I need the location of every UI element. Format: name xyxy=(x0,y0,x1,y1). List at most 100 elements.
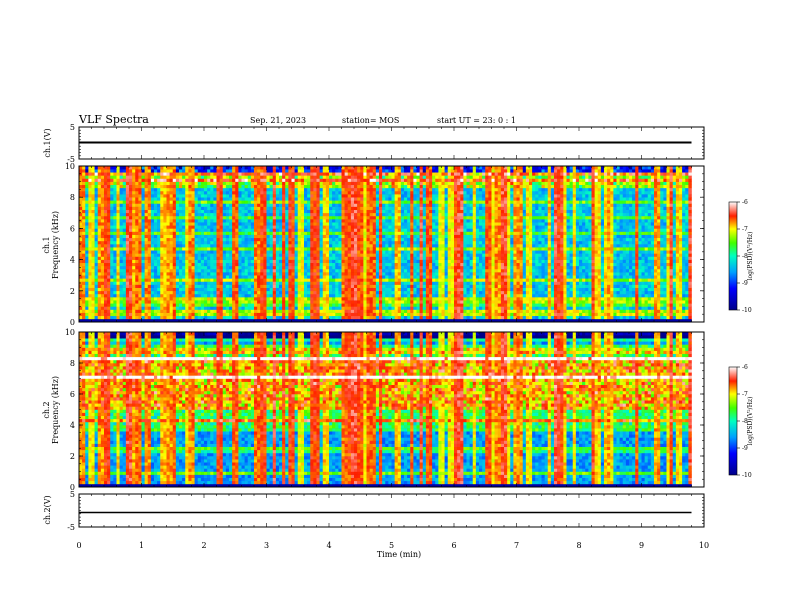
ch1-spectrogram-cell xyxy=(104,219,108,223)
ch1-spectrogram-cell xyxy=(135,231,139,235)
ch1-spectrogram-cell xyxy=(191,262,195,267)
ch1-spectrogram-cell xyxy=(379,262,383,267)
ch1-spectrogram-cell xyxy=(354,206,358,210)
ch1-spectrogram-cell xyxy=(360,315,364,320)
ch1-spectrogram-cell xyxy=(329,244,333,248)
ch1-spectrogram-cell xyxy=(141,215,145,220)
ch1-spectrogram-cell xyxy=(319,250,324,254)
ch1-spectrogram-cell xyxy=(166,181,170,186)
ch1-spectrogram-cell xyxy=(154,175,158,179)
ch1-spectrogram-cell xyxy=(319,175,324,179)
ch1-spectrogram-cell xyxy=(147,234,152,239)
ch1-spectrogram-cell xyxy=(88,175,92,179)
ch1-spectrogram-cell xyxy=(250,219,255,223)
ch1-spectrogram-cell xyxy=(257,315,261,320)
ch1-spectrogram-cell xyxy=(266,200,270,204)
ch1-spectrogram-cell xyxy=(338,309,342,313)
ch1-spectrogram-cell xyxy=(107,281,111,285)
ch1-spectrogram-cell xyxy=(363,290,367,295)
ch1-spectrogram-cell xyxy=(360,290,364,295)
ch1-spectrogram-cell xyxy=(97,178,102,182)
ch1-spectrogram-cell xyxy=(185,228,189,232)
ch1-spectrogram-cell xyxy=(85,175,89,179)
ch1-spectrogram-cell xyxy=(141,312,145,317)
ch1-spectrogram-cell xyxy=(300,197,305,201)
ch1-spectrogram-cell xyxy=(341,231,345,235)
ch1-spectrogram-cell xyxy=(188,318,192,323)
ch1-spectrogram-cell xyxy=(188,256,192,260)
ch1-spectrogram-cell xyxy=(316,247,320,251)
ch1-spectrogram-cell xyxy=(272,187,277,192)
ch1-spectrogram-cell xyxy=(316,219,320,223)
ch1-spectrogram-cell xyxy=(194,244,199,248)
ch1-spectrogram-cell xyxy=(179,253,183,257)
ch1-spectrogram-cell xyxy=(129,169,133,173)
ch1-spectrogram-cell xyxy=(375,287,380,292)
ch1-spectrogram-cell xyxy=(119,231,124,235)
ch1-spectrogram-cell xyxy=(94,187,99,192)
ch1-spectrogram-cell xyxy=(279,284,283,288)
ch1-spectrogram-cell xyxy=(210,318,214,323)
ch1-spectrogram-cell xyxy=(369,234,374,239)
ch1-spectrogram-cell xyxy=(179,290,183,295)
ch1-spectrogram-cell xyxy=(132,244,136,248)
ch1-spectrogram-cell xyxy=(135,293,139,298)
ch1-spectrogram-cell xyxy=(232,309,236,313)
ch1-spectrogram-cell xyxy=(88,272,92,276)
ch1-spectrogram-cell xyxy=(229,312,233,317)
ch1-spectrogram-cell xyxy=(235,212,239,217)
ch1-spectrogram-cell xyxy=(166,203,170,207)
ch1-spectrogram-cell xyxy=(279,222,283,226)
ch1-spectrogram-cell xyxy=(85,290,89,295)
ch1-spectrogram-cell xyxy=(307,300,311,304)
ch1-spectrogram-cell xyxy=(85,181,89,186)
ch1-spectrogram-cell xyxy=(332,281,336,285)
ch1-spectrogram-cell xyxy=(279,215,283,220)
ch1-spectrogram-cell xyxy=(94,293,99,298)
ch1-spectrogram-cell xyxy=(310,293,314,298)
ch1-spectrogram-cell xyxy=(157,262,161,267)
ch1-spectrogram-cell xyxy=(369,278,374,282)
ch1-spectrogram-cell xyxy=(263,194,267,198)
ch1-spectrogram-cell xyxy=(279,278,283,282)
ch1-spectrogram-cell xyxy=(279,231,283,235)
ch1-spectrogram-cell xyxy=(354,225,358,229)
ch1-spectrogram-cell xyxy=(235,290,239,295)
ch1-spectrogram-cell xyxy=(150,278,155,282)
ch1-spectrogram-cell xyxy=(97,184,102,189)
ch1-spectrogram-cell xyxy=(135,212,139,217)
ch1-spectrogram-cell xyxy=(316,206,320,210)
ch1-spectrogram-cell xyxy=(322,194,327,198)
ch1-spectrogram-cell xyxy=(269,284,274,288)
ch1-spectrogram-cell xyxy=(341,312,345,317)
ch1-spectrogram-cell xyxy=(188,228,192,232)
ch1-spectrogram-cell xyxy=(354,166,358,170)
ch1-spectrogram-cell xyxy=(250,184,255,189)
ch1-spectrogram-cell xyxy=(122,175,127,179)
ch1-spectrogram-cell xyxy=(104,306,108,310)
ch1-spectrogram-cell xyxy=(338,222,342,226)
ch1-spectrogram-cell xyxy=(222,247,227,251)
ch1-spectrogram-cell xyxy=(366,306,370,310)
ch1-waveform-ytick-label: 5 xyxy=(70,123,75,132)
ch1-spectrogram-cell xyxy=(82,275,86,279)
ch1-spectrogram-cell xyxy=(191,287,195,292)
ch1-spectrogram-cell xyxy=(379,259,383,264)
ch1-spectrogram-cell xyxy=(185,312,189,317)
ch1-spectrogram-cell xyxy=(154,262,158,267)
ch1-spectrogram-cell xyxy=(344,197,349,201)
ch1-spectrogram-cell xyxy=(138,206,142,210)
ch1-spectrogram-cell xyxy=(91,200,95,204)
ch1-spectrogram-cell xyxy=(279,172,283,176)
ch1-spectrogram-cell xyxy=(191,200,195,204)
ch1-spectrogram-cell xyxy=(122,187,127,192)
ch1-spectrogram-cell xyxy=(160,166,164,170)
ch1-spectrogram-cell xyxy=(250,215,255,220)
ch1-spectrogram-cell xyxy=(135,225,139,229)
ch1-spectrogram-cell xyxy=(241,309,245,313)
ch1-spectrogram-cell xyxy=(247,318,252,323)
ch1-spectrogram-cell xyxy=(288,281,292,285)
ch1-spectrogram-cell xyxy=(119,278,124,282)
ch1-spectrogram-cell xyxy=(357,244,361,248)
ch1-spectrogram-cell xyxy=(269,262,274,267)
